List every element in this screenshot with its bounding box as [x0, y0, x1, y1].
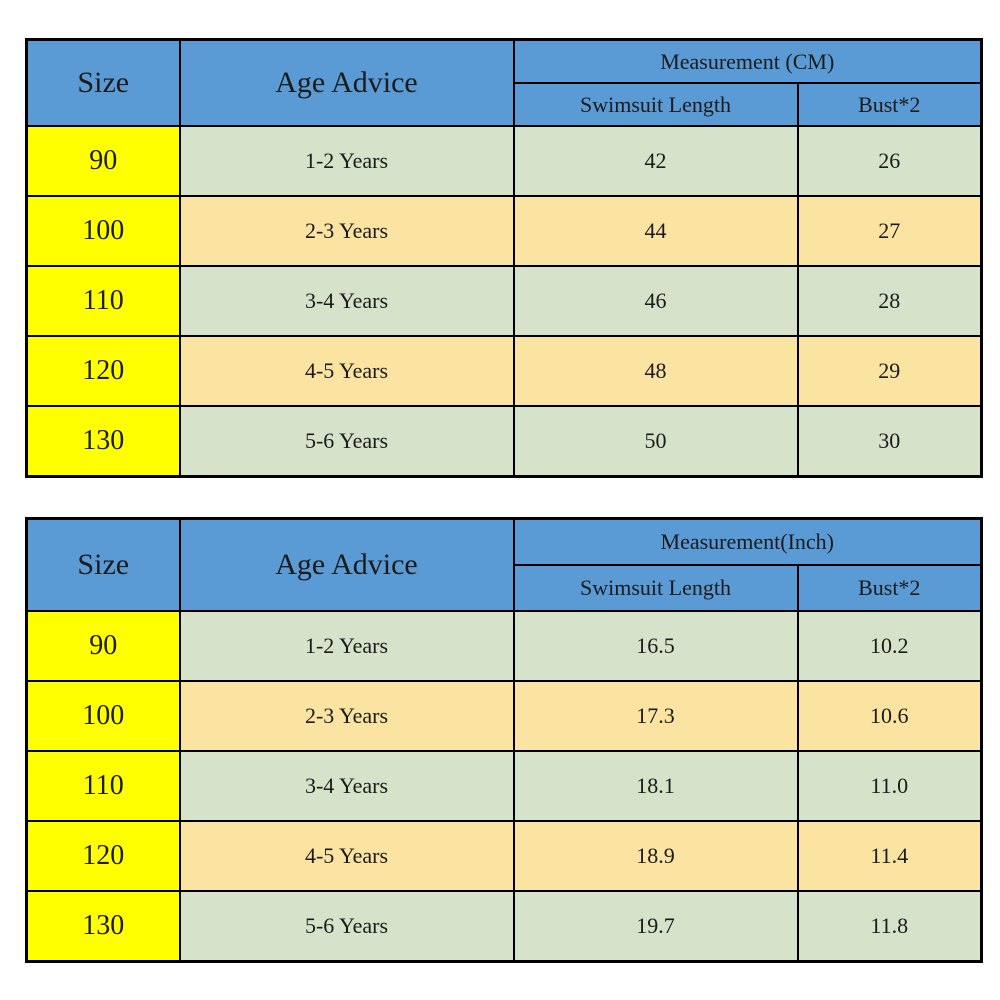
length-cell: 48: [512, 335, 799, 407]
bust-cell: 28: [796, 265, 983, 337]
size-chart-inch-section: Size Age Advice Measurement(Inch) Swimsu…: [25, 517, 984, 963]
size-column-header: Size: [25, 38, 181, 127]
table-row: 130 5-6 Years 19.7 11.8: [25, 890, 983, 962]
age-cell: 5-6 Years: [178, 405, 515, 477]
size-cell: 100: [25, 195, 181, 267]
bust-cell: 10.6: [796, 680, 983, 752]
swimsuit-length-column-header: Swimsuit Length: [512, 564, 799, 612]
size-cell: 110: [25, 265, 181, 337]
age-advice-column-header: Age Advice: [178, 517, 515, 612]
size-chart-cm-header: Size Age Advice Measurement (CM) Swimsui…: [25, 38, 983, 127]
measurement-inch-group-header: Measurement(Inch): [512, 517, 983, 566]
age-advice-column-header: Age Advice: [178, 38, 515, 127]
measurement-cm-group-header: Measurement (CM): [512, 38, 983, 84]
age-cell: 1-2 Years: [178, 610, 515, 682]
bust-cell: 11.8: [796, 890, 983, 962]
swimsuit-length-column-header: Swimsuit Length: [512, 82, 799, 127]
age-cell: 5-6 Years: [178, 890, 515, 962]
length-cell: 16.5: [512, 610, 799, 682]
size-cell: 90: [25, 125, 181, 197]
size-cell: 90: [25, 610, 181, 682]
bust-cell: 26: [796, 125, 983, 197]
table-row: 110 3-4 Years 18.1 11.0: [25, 750, 983, 822]
size-chart-cm-section: Size Age Advice Measurement (CM) Swimsui…: [25, 38, 983, 478]
length-cell: 17.3: [512, 680, 799, 752]
size-column-header: Size: [25, 517, 181, 612]
table-row: 110 3-4 Years 46 28: [25, 265, 983, 337]
bust-column-header: Bust*2: [796, 564, 983, 612]
size-cell: 100: [25, 680, 181, 752]
length-cell: 44: [512, 195, 799, 267]
length-cell: 18.9: [512, 820, 799, 892]
age-cell: 4-5 Years: [178, 820, 515, 892]
bust-cell: 11.0: [796, 750, 983, 822]
length-cell: 18.1: [512, 750, 799, 822]
length-cell: 50: [512, 405, 799, 477]
bust-cell: 29: [796, 335, 983, 407]
length-cell: 46: [512, 265, 799, 337]
bust-cell: 10.2: [796, 610, 983, 682]
bust-cell: 30: [796, 405, 983, 477]
table-row: 120 4-5 Years 48 29: [25, 335, 983, 407]
size-chart-cm-table: Size Age Advice Measurement (CM) Swimsui…: [25, 38, 983, 478]
length-cell: 42: [512, 125, 799, 197]
length-cell: 19.7: [512, 890, 799, 962]
age-cell: 3-4 Years: [178, 265, 515, 337]
table-row: 120 4-5 Years 18.9 11.4: [25, 820, 983, 892]
size-cell: 130: [25, 405, 181, 477]
bust-column-header: Bust*2: [796, 82, 983, 127]
table-row: 100 2-3 Years 17.3 10.6: [25, 680, 983, 752]
table-row: 90 1-2 Years 16.5 10.2: [25, 610, 983, 682]
table-row: 90 1-2 Years 42 26: [25, 125, 983, 197]
size-cell: 120: [25, 820, 181, 892]
age-cell: 1-2 Years: [178, 125, 515, 197]
age-cell: 4-5 Years: [178, 335, 515, 407]
table-row: 100 2-3 Years 44 27: [25, 195, 983, 267]
bust-cell: 11.4: [796, 820, 983, 892]
bust-cell: 27: [796, 195, 983, 267]
age-cell: 2-3 Years: [178, 680, 515, 752]
table-row: 130 5-6 Years 50 30: [25, 405, 983, 477]
size-cell: 110: [25, 750, 181, 822]
size-chart-inch-table: Size Age Advice Measurement(Inch) Swimsu…: [25, 517, 984, 963]
size-cell: 130: [25, 890, 181, 962]
size-chart-inch-header: Size Age Advice Measurement(Inch) Swimsu…: [25, 517, 983, 612]
size-cell: 120: [25, 335, 181, 407]
age-cell: 3-4 Years: [178, 750, 515, 822]
age-cell: 2-3 Years: [178, 195, 515, 267]
